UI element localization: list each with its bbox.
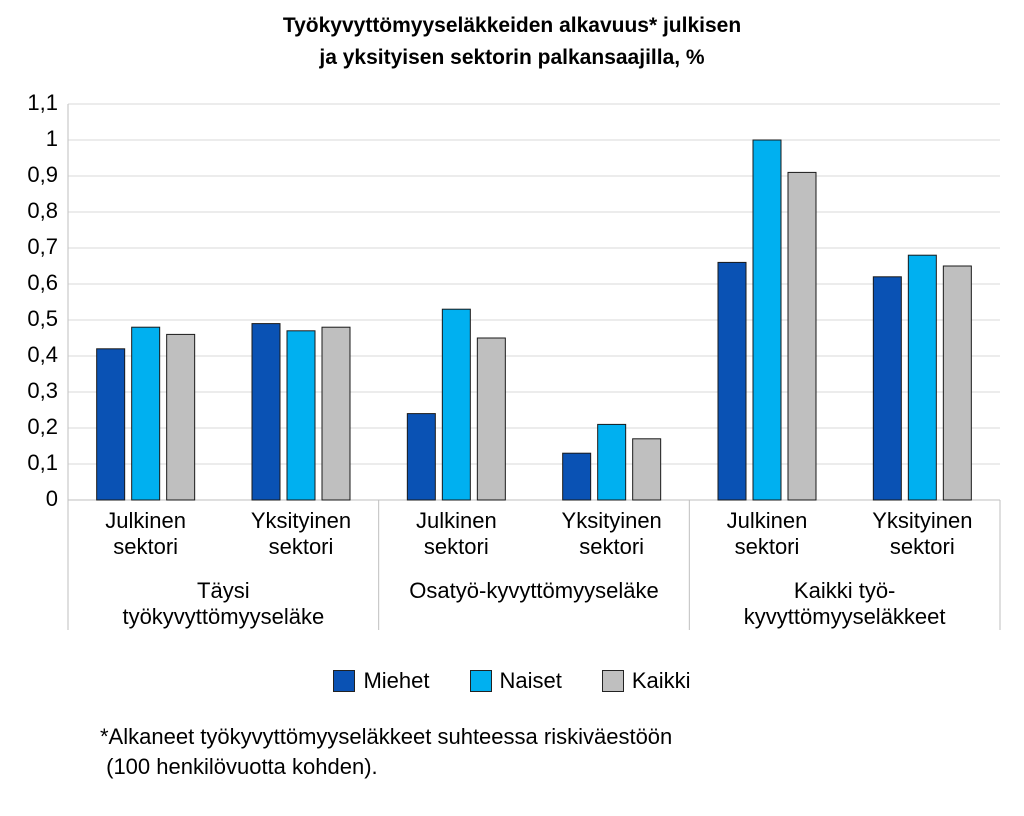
bar [166,333,196,501]
y-tick-label: 0,2 [27,414,58,439]
bar [441,308,471,501]
y-tick-label: 1 [46,126,58,151]
group-label: Täysi työkyvyttömyyseläke [122,578,325,629]
y-tick-label: 1,1 [27,90,58,115]
legend: Miehet Naiset Kaikki [0,668,1024,694]
x-tick-label: Julkinen sektori [726,508,808,559]
bar [787,171,817,501]
bar [872,276,902,501]
legend-item: Miehet [333,668,430,694]
bar [632,438,662,501]
bar [406,413,436,501]
legend-item: Kaikki [601,668,691,694]
x-tick-label: Yksityinen sektori [872,508,973,559]
group-label: Kaikki työ-kyvyttömyyseläkkeet [743,578,946,629]
y-tick-label: 0,5 [27,306,58,331]
group-label: Osatyö-kyvyttömyyseläke [409,578,659,603]
footnote: *Alkaneet työkyvyttömyyseläkkeet suhtees… [100,724,673,749]
bar [251,323,281,501]
bar [752,139,782,501]
bar [131,326,161,501]
bar [562,452,592,501]
chart-title: ja yksityisen sektorin palkansaajilla, % [319,46,705,69]
x-tick-label: Julkinen sektori [415,508,497,559]
y-tick-label: 0,3 [27,378,58,403]
y-tick-label: 0,1 [27,450,58,475]
x-tick-label: Julkinen sektori [105,508,187,559]
bar [286,330,316,501]
y-tick-label: 0,7 [27,234,58,259]
y-tick-label: 0,6 [27,270,58,295]
legend-label: Naiset [499,668,562,693]
y-tick-label: 0,8 [27,198,58,223]
legend-swatch [333,670,356,692]
bar [476,337,506,501]
bar [597,423,627,501]
footnote: (100 henkilövuotta kohden). [100,754,378,779]
chart-title: Työkyvyttömyyseläkkeiden alkavuus* julki… [282,14,742,37]
legend-swatch [469,670,492,692]
bar [907,254,937,501]
bar [942,265,972,501]
y-tick-label: 0,4 [27,342,58,367]
legend-label: Kaikki [631,668,691,693]
legend-label: Miehet [363,668,430,693]
bar [717,261,747,501]
legend-swatch [601,670,624,692]
y-tick-label: 0,9 [27,162,58,187]
bar [96,348,126,501]
y-tick-label: 0 [46,486,58,511]
legend-item: Naiset [469,668,562,694]
bar [321,326,351,501]
x-tick-label: Yksityinen sektori [250,508,352,559]
x-tick-label: Yksityinen sektori [561,508,662,559]
